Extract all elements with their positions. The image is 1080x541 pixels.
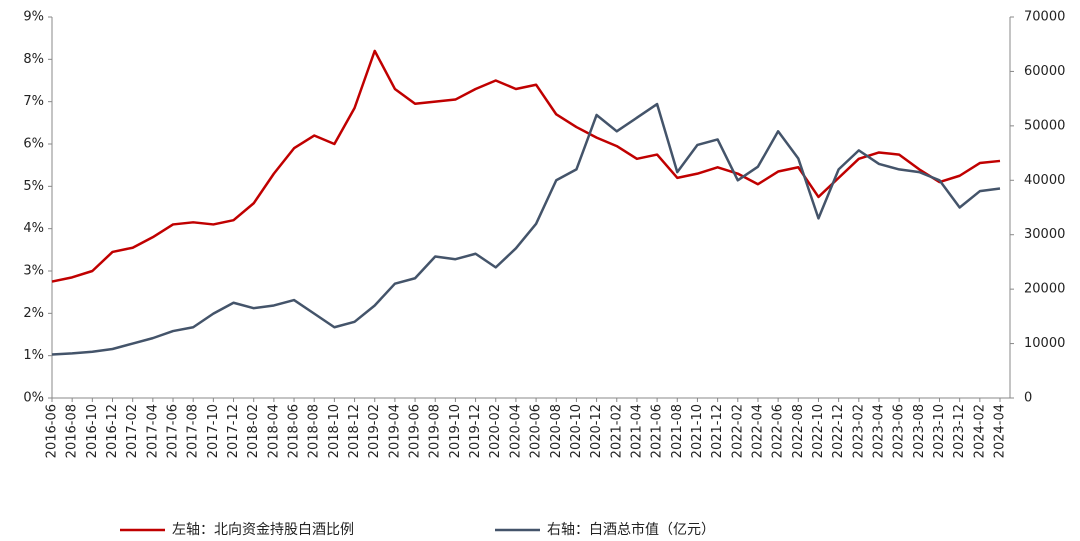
y-tick-label: 1% — [23, 348, 44, 363]
x-tick-label: 2023-06 — [892, 404, 907, 458]
x-tick-label: 2019-08 — [428, 404, 443, 458]
x-tick-label: 2018-12 — [347, 404, 362, 458]
y2-tick-label: 10000 — [1024, 336, 1065, 351]
x-tick-label: 2020-12 — [589, 404, 604, 458]
x-tick-label: 2021-10 — [690, 404, 705, 458]
x-tick-label: 2017-04 — [145, 404, 160, 458]
y-tick-label: 6% — [23, 137, 44, 152]
x-tick-label: 2019-04 — [387, 404, 402, 458]
x-tick-label: 2017-08 — [186, 404, 201, 458]
x-tick-label: 2021-12 — [710, 404, 725, 458]
x-tick-label: 2021-06 — [650, 404, 665, 458]
y-tick-label: 0% — [23, 391, 44, 406]
y2-tick-label: 60000 — [1024, 64, 1065, 79]
x-tick-label: 2022-02 — [730, 404, 745, 458]
x-tick-label: 2020-06 — [529, 404, 544, 458]
x-tick-label: 2017-10 — [206, 404, 221, 458]
x-tick-label: 2020-02 — [488, 404, 503, 458]
x-tick-label: 2018-10 — [327, 404, 342, 458]
x-tick-label: 2016-12 — [105, 404, 120, 458]
x-tick-label: 2020-04 — [508, 404, 523, 458]
y-tick-label: 2% — [23, 306, 44, 321]
x-tick-label: 2023-12 — [952, 404, 967, 458]
x-tick-label: 2022-06 — [771, 404, 786, 458]
x-tick-label: 2022-10 — [811, 404, 826, 458]
legend-label: 右轴：白酒总市值（亿元） — [547, 521, 715, 538]
x-tick-label: 2022-08 — [791, 404, 806, 458]
x-tick-label: 2019-10 — [448, 404, 463, 458]
x-tick-label: 2020-08 — [549, 404, 564, 458]
x-tick-label: 2018-08 — [307, 404, 322, 458]
y2-tick-label: 30000 — [1024, 227, 1065, 242]
y2-tick-label: 50000 — [1024, 118, 1065, 133]
y-tick-label: 8% — [23, 52, 44, 67]
x-tick-label: 2018-04 — [266, 404, 281, 458]
y2-tick-label: 40000 — [1024, 173, 1065, 188]
x-tick-label: 2017-06 — [166, 404, 181, 458]
series-line — [51, 102, 1001, 356]
x-tick-label: 2022-04 — [750, 404, 765, 458]
x-tick-label: 2018-06 — [287, 404, 302, 458]
y2-tick-label: 20000 — [1024, 282, 1065, 297]
x-tick-label: 2021-04 — [629, 404, 644, 458]
x-tick-label: 2017-12 — [226, 404, 241, 458]
x-tick-label: 2020-10 — [569, 404, 584, 458]
x-tick-label: 2024-02 — [972, 404, 987, 458]
x-tick-label: 2024-04 — [993, 404, 1008, 458]
x-tick-label: 2016-08 — [65, 404, 80, 458]
series-line — [51, 49, 1001, 283]
y-tick-label: 5% — [23, 179, 44, 194]
y2-tick-label: 0 — [1024, 391, 1032, 406]
x-tick-label: 2016-06 — [45, 404, 60, 458]
x-tick-label: 2017-02 — [125, 404, 140, 458]
y-tick-label: 9% — [23, 10, 44, 25]
x-tick-label: 2022-12 — [831, 404, 846, 458]
y2-tick-label: 70000 — [1024, 10, 1065, 25]
x-tick-label: 2023-04 — [871, 404, 886, 458]
y-tick-label: 4% — [23, 221, 44, 236]
x-tick-label: 2023-08 — [912, 404, 927, 458]
x-tick-label: 2018-02 — [246, 404, 261, 458]
y-tick-label: 3% — [23, 264, 44, 279]
y-tick-label: 7% — [23, 94, 44, 109]
x-tick-label: 2019-12 — [468, 404, 483, 458]
x-tick-label: 2023-10 — [932, 404, 947, 458]
x-tick-label: 2016-10 — [85, 404, 100, 458]
x-tick-label: 2021-02 — [609, 404, 624, 458]
x-tick-label: 2021-08 — [670, 404, 685, 458]
legend-label: 左轴：北向资金持股白酒比例 — [172, 522, 354, 538]
x-tick-label: 2019-02 — [367, 404, 382, 458]
x-tick-label: 2023-02 — [851, 404, 866, 458]
x-tick-label: 2019-06 — [408, 404, 423, 458]
